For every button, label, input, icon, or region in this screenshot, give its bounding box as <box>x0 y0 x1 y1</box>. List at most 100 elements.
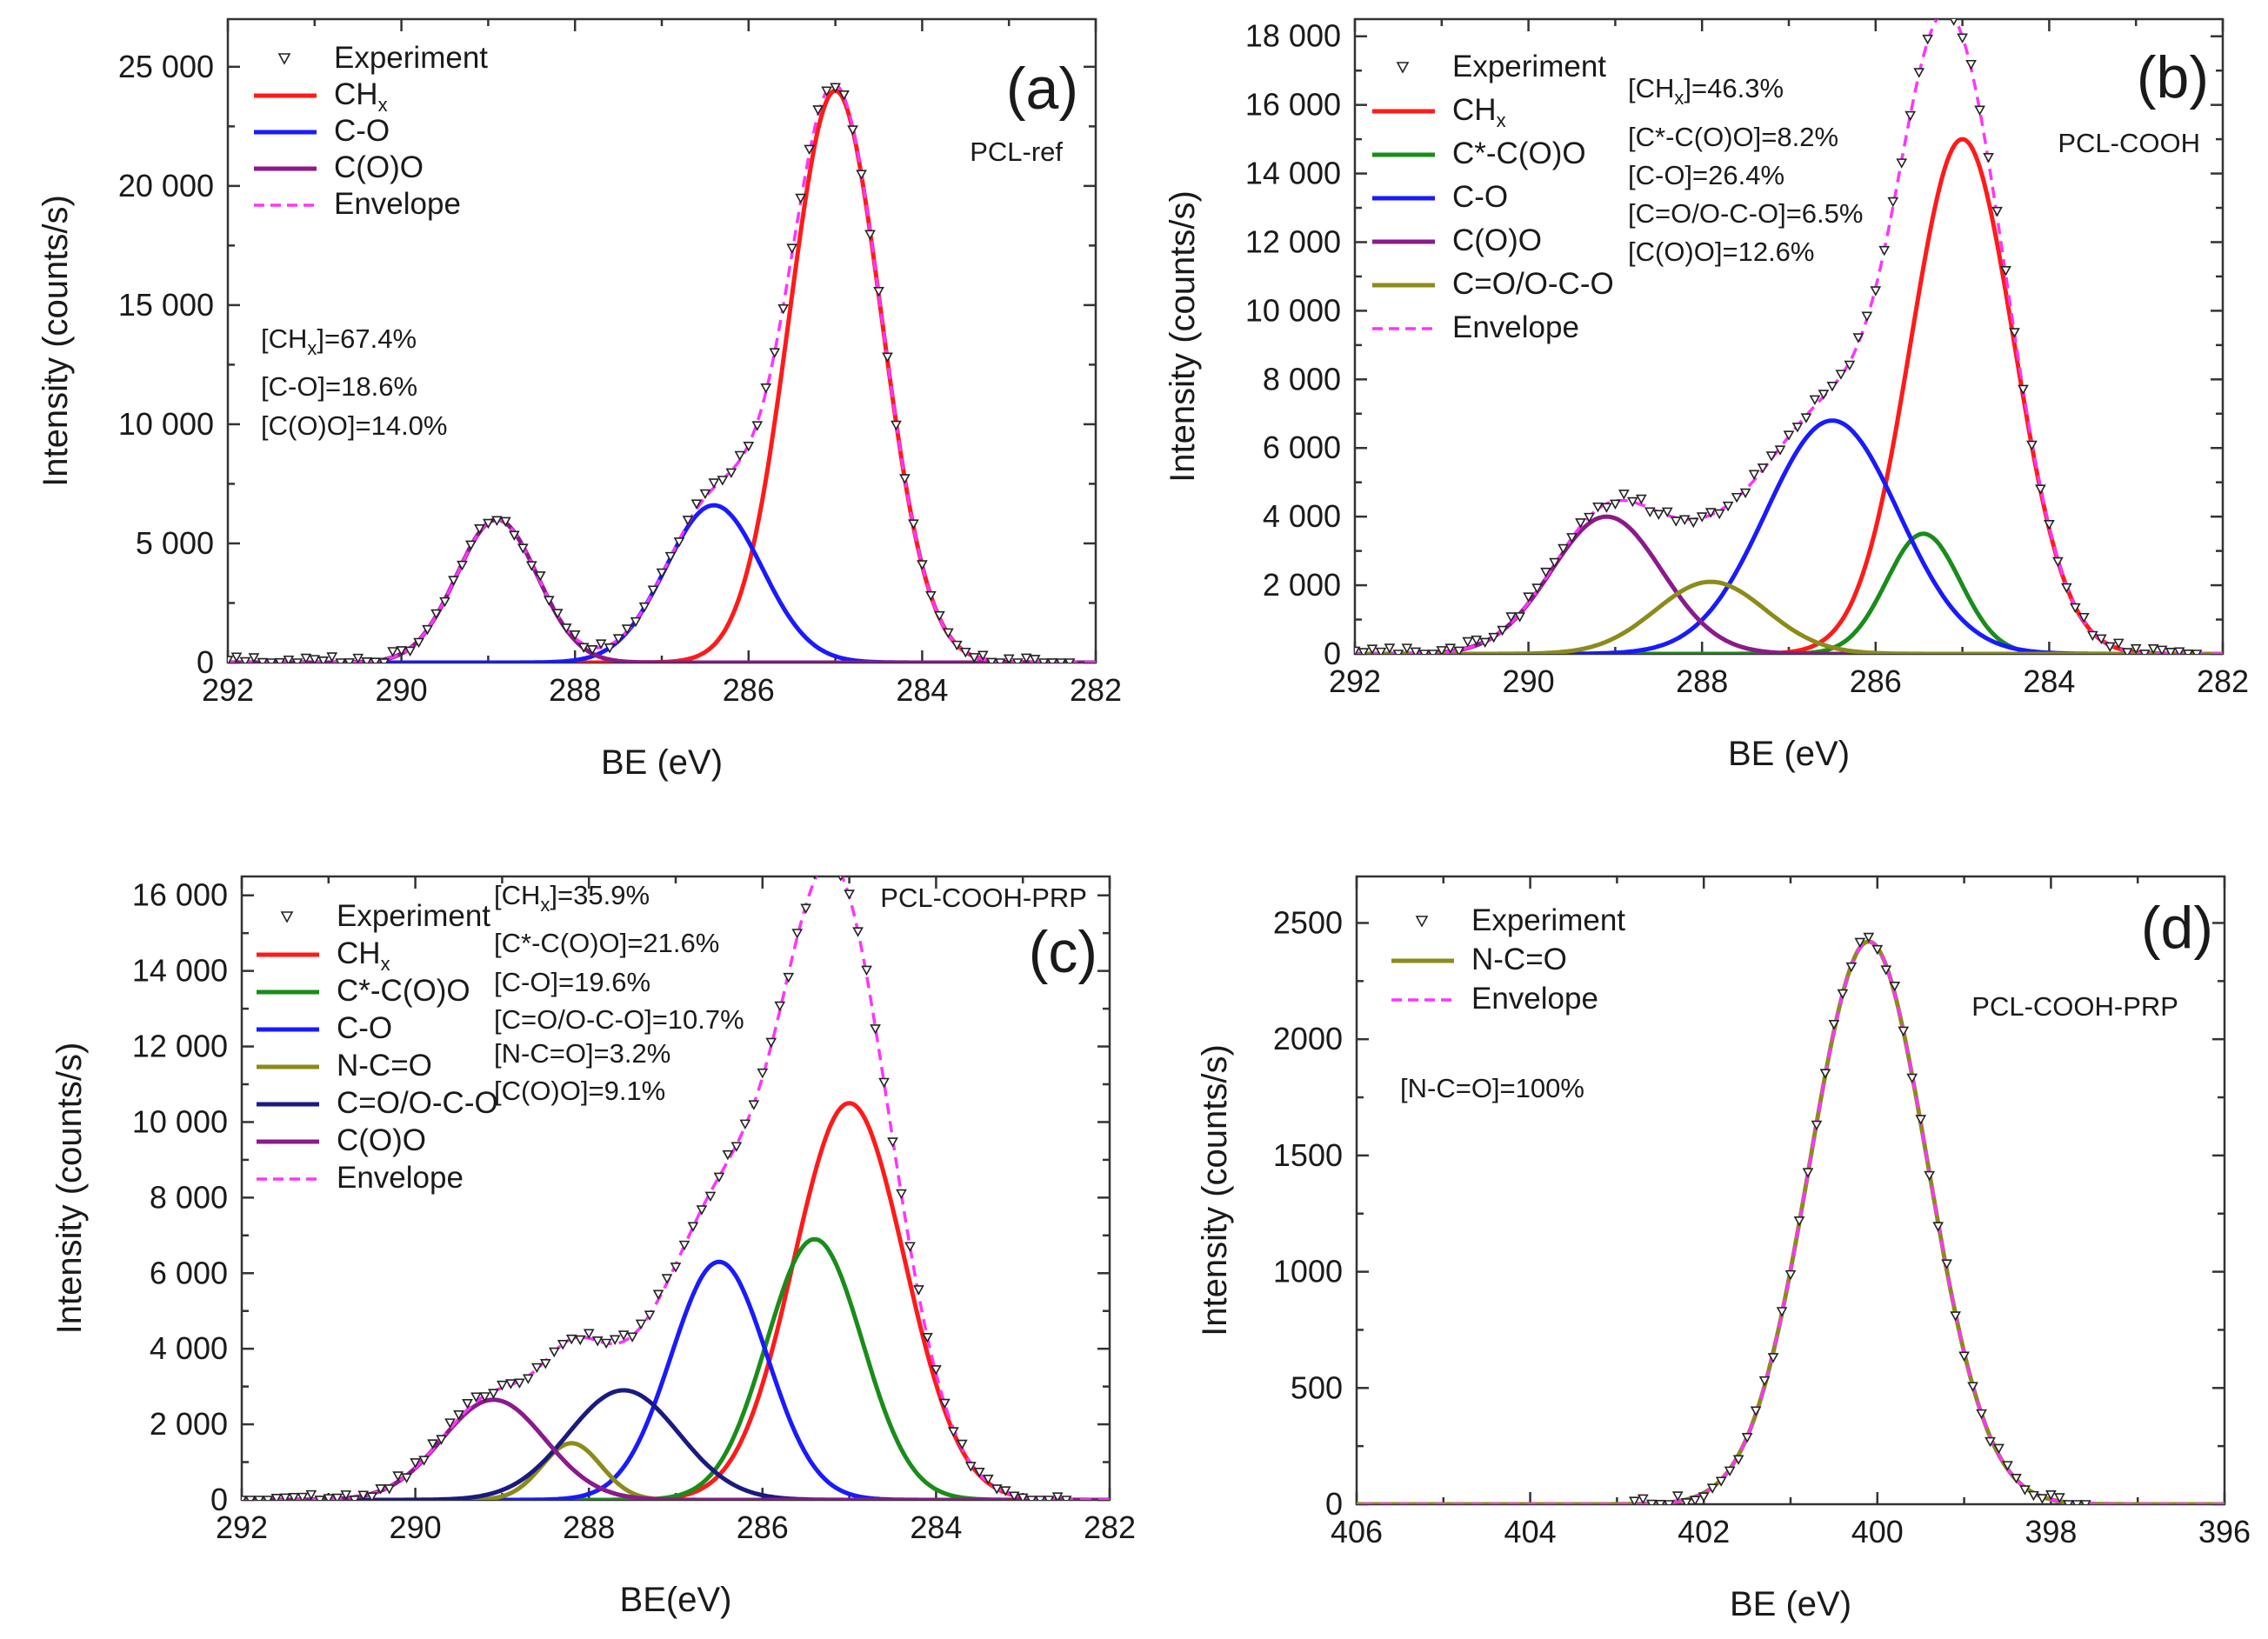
experiment-point <box>413 637 424 649</box>
experiment-point <box>539 1359 551 1369</box>
experiment-point <box>1783 430 1795 441</box>
experiment-point <box>331 1493 344 1500</box>
experiment-point <box>586 644 598 656</box>
experiment-point <box>774 1001 786 1012</box>
experiment-point <box>239 656 251 663</box>
experiment-point <box>357 1490 370 1500</box>
legend-label: Envelope <box>1452 310 1579 344</box>
experiment-point <box>257 657 269 663</box>
y-tick-label: 2000 <box>1273 1021 1343 1056</box>
experiment-point <box>630 616 642 628</box>
experiment-point <box>1974 105 1985 116</box>
experiment-point <box>491 516 503 526</box>
experiment-point <box>1800 413 1812 423</box>
experiment-point <box>288 1492 300 1500</box>
experiment-point <box>375 1484 387 1495</box>
experiment-point <box>1410 647 1422 654</box>
experiment-point <box>548 1347 560 1358</box>
experiment-point <box>1046 658 1058 663</box>
y-tick-label: 16 000 <box>1245 87 1341 123</box>
experiment-point <box>1852 333 1864 343</box>
legend-label: Experiment <box>337 899 490 933</box>
experiment-point <box>1976 1409 1987 1420</box>
experiment-point <box>1357 648 1370 654</box>
experiment-point <box>690 499 703 510</box>
experiment-point <box>861 965 872 976</box>
experiment-point <box>1826 382 1838 392</box>
experiment-point <box>462 1399 473 1409</box>
experiment-point <box>2011 1473 2022 1484</box>
experiment-point <box>1592 502 1604 513</box>
experiment-point <box>948 1427 959 1437</box>
experiment-point <box>2045 1490 2057 1501</box>
experiment-point <box>352 653 364 663</box>
experiment-point <box>1837 989 1849 1000</box>
experiment-point <box>1610 499 1621 510</box>
experiment-point <box>2063 1500 2074 1504</box>
component-percentage: [C-O]=18.6% <box>261 371 417 402</box>
component-percentage: [C(O)O]=9.1% <box>494 1076 665 1106</box>
y-tick-label: 5 000 <box>136 525 214 561</box>
experiment-point <box>1811 1120 1823 1131</box>
x-tick-label: 292 <box>1329 663 1381 699</box>
experiment-point <box>2182 649 2194 654</box>
experiment-point <box>1776 1307 1788 1317</box>
experiment-point <box>896 1189 907 1200</box>
experiment-point <box>982 1474 994 1485</box>
experiment-point <box>270 1494 283 1500</box>
experiment-point <box>1861 311 1873 322</box>
experiment-point <box>2044 519 2055 530</box>
experiment-point <box>1984 1436 1996 1448</box>
experiment-point <box>1505 612 1517 623</box>
experiment-point <box>699 489 711 500</box>
experiment-point <box>1713 509 1725 520</box>
experiment-point <box>751 421 764 431</box>
peak-curve-c-o <box>228 503 1096 663</box>
experiment-point <box>335 658 347 663</box>
experiment-point <box>1913 68 1925 78</box>
experiment-point <box>1958 1351 1970 1362</box>
experiment-point <box>305 1489 317 1500</box>
experiment-point <box>1854 937 1866 949</box>
envelope-curve <box>1357 940 2225 1504</box>
experiment-point <box>457 560 468 571</box>
component-percentage: [C-O]=19.6% <box>494 967 650 997</box>
x-tick-label: 286 <box>737 1509 789 1545</box>
experiment-point <box>1644 507 1656 517</box>
experiment-point <box>314 1496 326 1500</box>
experiment-point <box>1765 451 1778 462</box>
experiment-point <box>2054 1493 2065 1503</box>
x-tick-label: 288 <box>1676 663 1728 699</box>
experiment-point <box>864 230 876 241</box>
experiment-point <box>392 1471 404 1482</box>
experiment-point <box>448 576 459 586</box>
experiment-point <box>2138 650 2151 654</box>
experiment-point <box>2028 1490 2039 1502</box>
panel-letter: (b) <box>2137 44 2209 110</box>
y-tick-label: 6 000 <box>1263 430 1341 465</box>
y-axis-title: Intensity (counts/s) <box>1164 190 1202 483</box>
experiment-point <box>1523 592 1534 603</box>
experiment-point <box>1774 445 1786 456</box>
experiment-point <box>474 523 485 535</box>
x-tick-label: 284 <box>896 672 948 708</box>
experiment-point <box>1698 1492 1710 1502</box>
xps-panel-d: 406 404 402 400 398 396 0 500 1000 1500 2000 2500 BE… <box>1196 875 2251 1623</box>
experiment-point <box>1758 1376 1771 1387</box>
experiment-point <box>444 1418 456 1429</box>
experiment-point <box>899 474 911 484</box>
x-tick-label: 290 <box>1503 663 1555 699</box>
experiment-point <box>1497 625 1509 636</box>
x-tick-label: 292 <box>216 1509 268 1545</box>
experiment-point <box>959 647 971 658</box>
y-tick-label: 18 000 <box>1245 18 1341 54</box>
experiment-point <box>323 1494 335 1500</box>
experiment-point <box>1696 512 1708 523</box>
experiment-point <box>1670 516 1682 527</box>
experiment-point <box>569 630 581 641</box>
experiment-point <box>931 1365 942 1376</box>
experiment-point <box>2121 648 2133 654</box>
experiment-point <box>939 1398 951 1409</box>
sample-label: PCL-COOH <box>2058 128 2200 158</box>
component-percentage: [C=O/O-C-O]=6.5% <box>1628 198 1863 229</box>
